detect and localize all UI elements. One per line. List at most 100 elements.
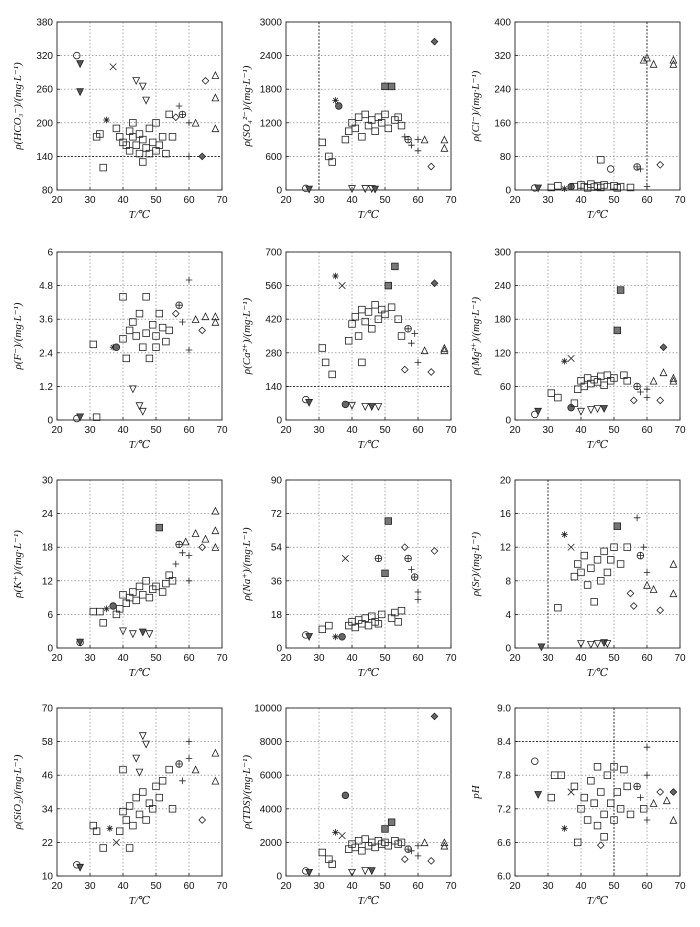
y-tick-label: 0 — [47, 416, 53, 427]
data-point-tri-up — [662, 796, 671, 805]
x-tick-label: 20 — [509, 425, 521, 436]
plot-frame — [514, 707, 681, 877]
data-point-x — [109, 63, 117, 71]
x-tick-label: 60 — [183, 195, 195, 206]
x-axis-label: T/℃ — [129, 439, 151, 451]
y-tick-label: 6 — [47, 610, 53, 621]
data-point-square — [590, 799, 598, 807]
x-tick-label: 20 — [51, 653, 63, 664]
x-tick-label: 60 — [412, 881, 424, 892]
data-point-square — [132, 596, 140, 605]
data-point-square — [361, 317, 369, 326]
data-point-square — [580, 551, 588, 560]
scatter-panel-8: 20 30 40 50 60 70 0 18 36 54 72 90 T/℃ ρ(Na⁺)/(mg·L⁻¹… — [241, 476, 457, 680]
data-point-tri-down-filled — [534, 791, 543, 799]
data-point-square — [394, 113, 402, 121]
data-point-plus — [643, 569, 651, 576]
data-point-square — [162, 337, 170, 346]
data-point-square — [583, 581, 592, 589]
data-point-tri-down — [348, 868, 356, 877]
x-tick-label: 70 — [674, 653, 686, 664]
x-tick-label: 30 — [313, 195, 325, 206]
data-point-plus — [643, 385, 651, 393]
data-point-square — [610, 374, 618, 382]
data-point-diamond — [656, 396, 665, 405]
data-point-diamond-filled — [430, 37, 439, 46]
data-point-tri-down — [586, 406, 595, 415]
y-tick-label: 0 — [276, 186, 282, 197]
data-point-square — [318, 625, 326, 634]
x-tick-label: 50 — [379, 881, 391, 892]
data-point-tri-down-filled — [76, 863, 85, 872]
data-point-tri-up — [211, 312, 220, 321]
y-tick-label: 2400 — [260, 51, 283, 62]
data-point-square — [587, 777, 595, 785]
data-point-square — [607, 556, 615, 564]
x-tick-label: 20 — [51, 425, 63, 436]
data-point-diamond-filled — [430, 712, 439, 721]
x-tick-label: 30 — [313, 425, 325, 436]
data-point-square — [142, 816, 150, 824]
data-point-square — [135, 309, 144, 318]
y-tick-label: 58 — [42, 737, 54, 748]
data-point-plus — [185, 552, 193, 559]
data-point-plus — [185, 346, 193, 354]
data-point-diamond — [171, 309, 180, 318]
x-tick-label: 50 — [608, 195, 620, 206]
data-point-square — [158, 588, 167, 596]
x-tick-label: 40 — [346, 425, 358, 436]
data-point-square-filled — [613, 522, 621, 530]
data-point-square — [371, 127, 379, 135]
data-point-plus — [414, 842, 422, 850]
data-point-square — [397, 332, 406, 340]
x-tick-label: 60 — [641, 653, 653, 664]
data-point-square — [593, 763, 602, 771]
data-point-plus — [633, 514, 641, 522]
data-point-circle-plus — [404, 554, 412, 563]
y-tick-label: 60 — [500, 382, 512, 393]
y-tick-label: 1200 — [260, 118, 283, 129]
data-point-square — [99, 163, 107, 172]
data-point-tri-up — [649, 59, 658, 68]
y-tick-label: 4 — [505, 610, 511, 621]
plot-frame — [285, 707, 452, 877]
data-point-diamond — [201, 76, 210, 85]
y-tick-label: 240 — [494, 85, 511, 96]
y-axis-label: ρ(TDS)/(mg·L⁻¹) — [241, 755, 253, 830]
data-point-plus — [408, 339, 415, 347]
data-point-plus — [643, 394, 651, 401]
data-point-square — [116, 827, 124, 835]
plot-frame — [56, 251, 223, 421]
data-point-asterisk — [106, 825, 114, 832]
x-tick-label: 40 — [346, 653, 358, 664]
data-point-square — [318, 138, 326, 147]
y-tick-label: 34 — [42, 804, 54, 815]
scatter-panel-2: 20 30 40 50 60 70 0 600 1200 1800 2400 3000 T/℃ ρ(SO₄… — [241, 18, 457, 222]
data-point-tri-down-filled — [534, 184, 543, 193]
x-tick-label: 40 — [117, 881, 129, 892]
x-tick-label: 20 — [509, 881, 521, 892]
data-point-diamond — [427, 857, 436, 865]
data-point-square — [547, 389, 555, 397]
data-point-square — [132, 141, 140, 149]
data-point-square — [344, 127, 353, 135]
y-tick-label: 46 — [42, 771, 54, 782]
scatter-panel-11: 20 30 40 50 60 70 0 2000 4000 6000 8000 10000 T/℃ ρ(T… — [241, 704, 457, 908]
data-point-plus — [637, 388, 644, 396]
data-point-square — [364, 621, 373, 630]
x-tick-label: 70 — [674, 425, 686, 436]
data-point-tri-down-filled — [305, 633, 314, 641]
data-point-tri-up — [201, 534, 210, 543]
data-point-square — [371, 301, 379, 309]
data-point-square — [112, 124, 121, 133]
data-point-square — [354, 332, 363, 340]
x-tick-label: 20 — [280, 881, 292, 892]
scatter-panel-1: 20 30 40 50 60 70 80 140 200 260 320 380 T/℃ ρ(HCO₃⁻)… — [12, 18, 228, 222]
data-point-tri-down — [586, 640, 595, 649]
data-point-square — [361, 110, 369, 119]
y-axis-label: ρ(Sr)/(mg·L⁻¹) — [470, 532, 482, 598]
data-point-x — [341, 554, 349, 562]
data-point-diamond-filled — [198, 152, 207, 161]
scatter-panel-9: 20 30 40 50 60 70 0 4 8 12 16 20 T/℃ ρ(Sr)/(mg·L⁻¹) — [470, 476, 686, 680]
